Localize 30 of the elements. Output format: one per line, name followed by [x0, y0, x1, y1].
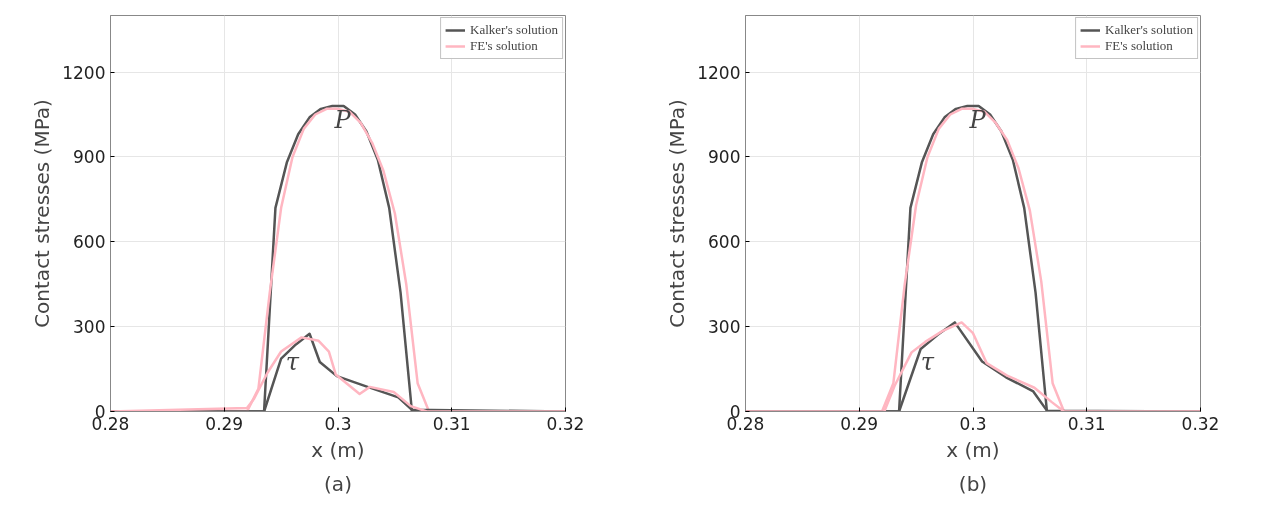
text: (b)	[958, 471, 988, 496]
x-tick-label: 0.29	[840, 413, 879, 434]
text: (a)	[324, 471, 352, 496]
legend-label: FE's solution	[1105, 38, 1173, 54]
y-axis-title: Contact stresses (MPa)	[665, 99, 690, 328]
annotation: τ	[920, 347, 935, 376]
y-tick-label: 900	[708, 147, 741, 168]
x-axis-title: x (m)	[946, 437, 1000, 462]
x-tick-label: 0.29	[205, 413, 244, 434]
legend-label: Kalker's solution	[1105, 22, 1193, 38]
annotation: P	[968, 106, 987, 135]
x-tick-label: 0.3	[324, 413, 352, 434]
annotation: P	[333, 106, 352, 135]
x-tick-label: 0.31	[1067, 413, 1106, 434]
y-tick-label: 600	[708, 232, 741, 253]
y-tick-label: 900	[73, 147, 106, 168]
y-tick-label: 1200	[62, 62, 106, 83]
y-axis-title: Contact stresses (MPa)	[30, 99, 55, 328]
y-tick-label: 300	[708, 317, 741, 338]
x-tick-label: 0.32	[1181, 413, 1220, 434]
legend-label: FE's solution	[470, 38, 538, 54]
annotation: τ	[285, 347, 300, 376]
x-tick-label: 0.32	[546, 413, 585, 434]
y-tick-label: 600	[73, 232, 106, 253]
x-tick-label: 0.31	[432, 413, 471, 434]
legend-label: Kalker's solution	[470, 22, 558, 38]
y-tick-label: 1200	[697, 62, 741, 83]
x-tick-label: 0.3	[959, 413, 987, 434]
y-tick-label: 300	[73, 317, 106, 338]
x-axis-title: x (m)	[311, 437, 365, 462]
